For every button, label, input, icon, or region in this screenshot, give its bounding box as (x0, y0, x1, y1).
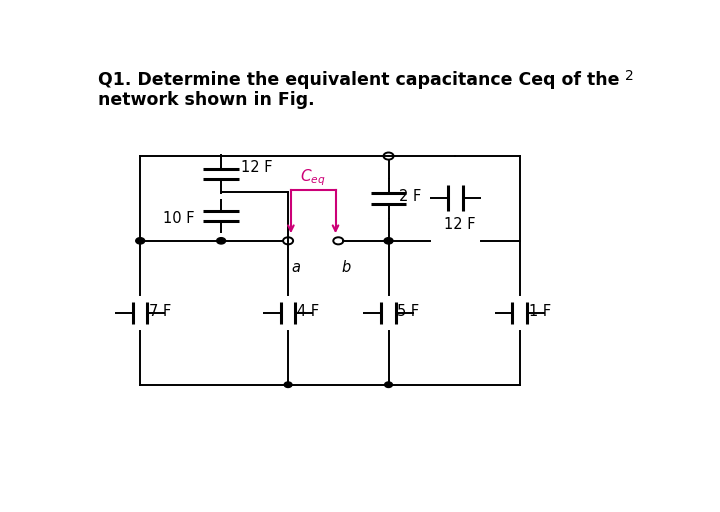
Circle shape (136, 238, 145, 244)
Text: $C_{eq}$: $C_{eq}$ (300, 167, 326, 187)
Circle shape (284, 382, 292, 388)
Circle shape (384, 238, 393, 244)
Text: 12 F: 12 F (240, 160, 272, 175)
Text: 12 F: 12 F (444, 217, 476, 231)
Text: 7 F: 7 F (149, 305, 171, 319)
Text: Q1. Determine the equivalent capacitance Ceq of the: Q1. Determine the equivalent capacitance… (99, 71, 620, 89)
Text: a: a (292, 260, 300, 275)
Text: 1 F: 1 F (528, 305, 551, 319)
Text: 10 F: 10 F (163, 210, 194, 226)
Text: 2: 2 (625, 69, 634, 82)
Text: 2 F: 2 F (399, 189, 420, 204)
Text: b: b (341, 260, 351, 275)
Text: 5 F: 5 F (397, 305, 420, 319)
Text: network shown in Fig.: network shown in Fig. (99, 91, 315, 109)
Circle shape (384, 382, 392, 388)
Circle shape (217, 238, 225, 244)
Text: 4 F: 4 F (297, 305, 319, 319)
